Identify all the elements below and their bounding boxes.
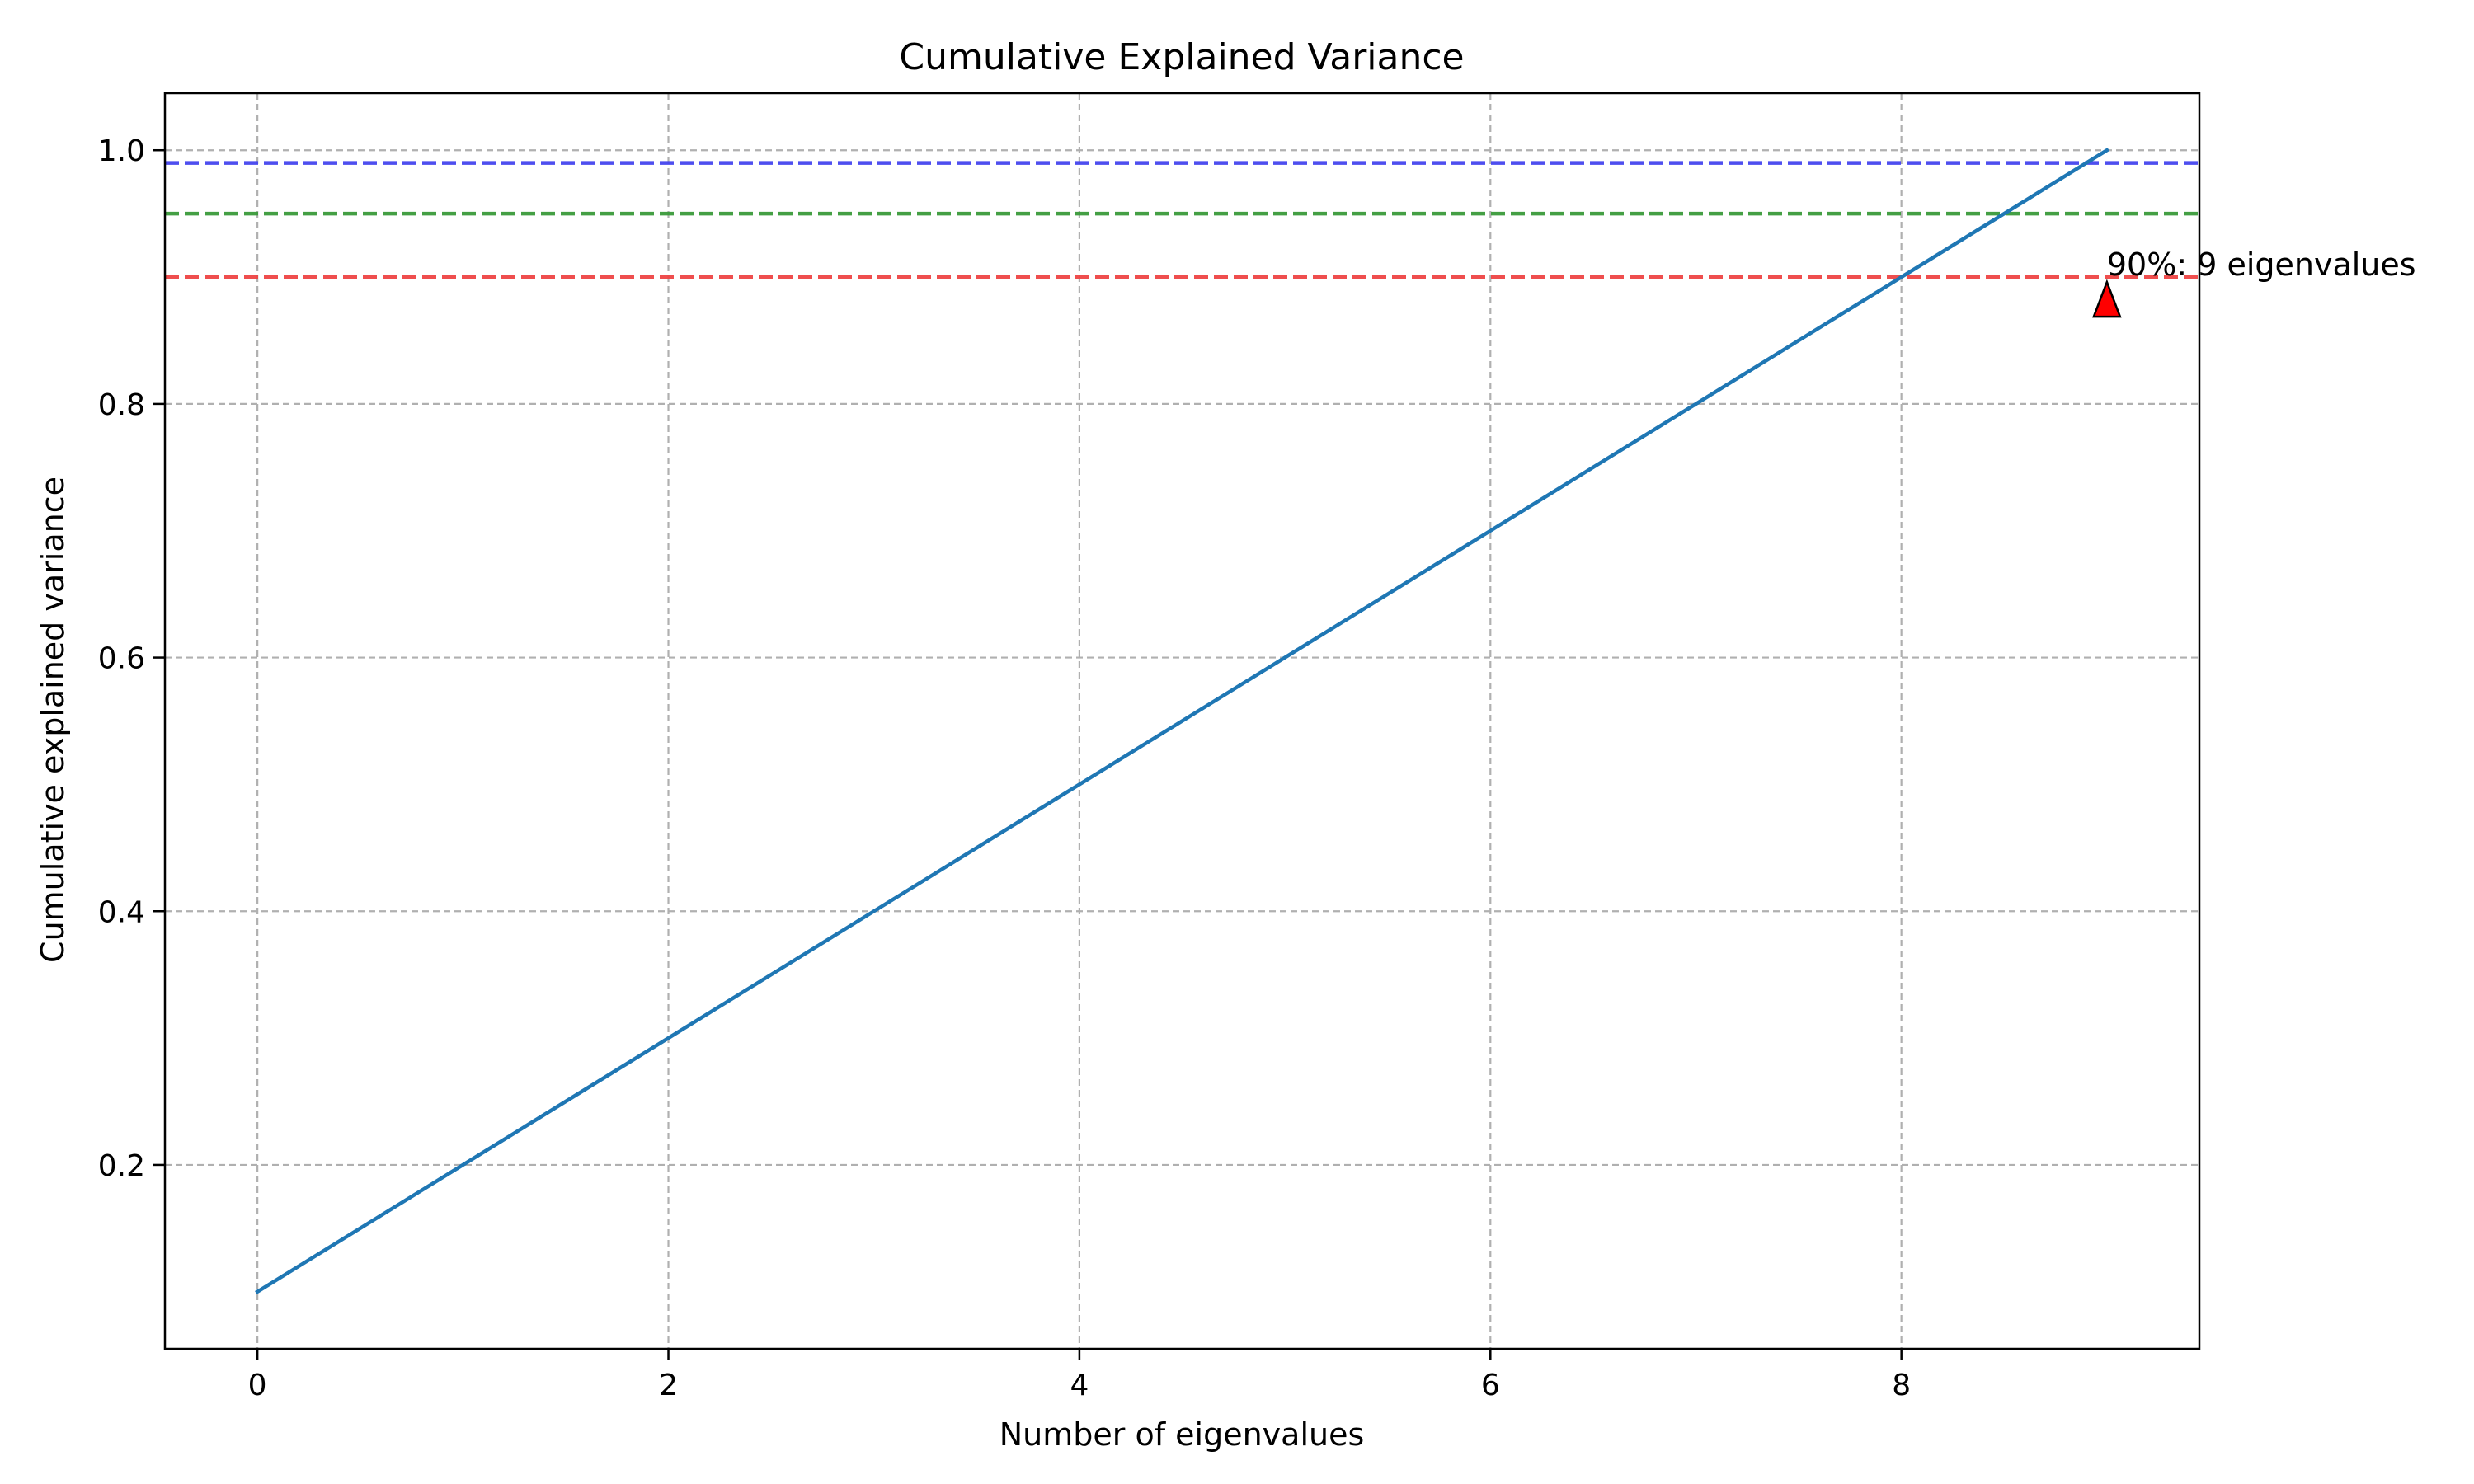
y-axis-label: Cumulative explained variance (35, 477, 71, 963)
x-tick-label: 4 (1070, 1369, 1089, 1402)
series-line (255, 148, 2109, 1294)
x-tick-label: 2 (659, 1369, 678, 1402)
y-tick-label: 0.2 (98, 1149, 145, 1183)
x-tick-label: 0 (248, 1369, 267, 1402)
chart-title: Cumulative Explained Variance (899, 36, 1464, 78)
annotation-label: 90%: 9 eigenvalues (2107, 247, 2416, 283)
y-tick-label: 0.8 (98, 388, 145, 422)
x-axis-label: Number of eigenvalues (999, 1416, 1365, 1453)
y-tick-label: 0.6 (98, 642, 145, 676)
x-tick-label: 8 (1892, 1369, 1911, 1402)
x-tick-label: 6 (1481, 1369, 1500, 1402)
plot-frame (163, 92, 2201, 1350)
plot-area: 0 2 4 6 8 0.2 0.4 0.6 0.8 1.0 90%: 9 eigenvalues (98, 92, 2416, 1402)
y-tick-label: 0.4 (98, 895, 145, 929)
annotation-arrow-icon (2092, 279, 2122, 318)
y-tick-label: 1.0 (98, 134, 145, 168)
